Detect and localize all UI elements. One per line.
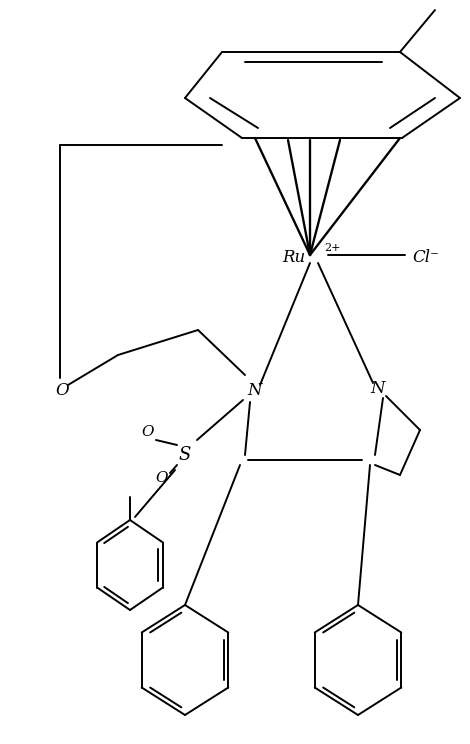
Text: O: O <box>142 425 154 439</box>
Text: Cl⁻: Cl⁻ <box>412 248 439 266</box>
Text: Ru: Ru <box>282 248 306 266</box>
Text: O: O <box>55 382 69 399</box>
Text: 2+: 2+ <box>324 243 340 253</box>
Text: O: O <box>156 471 168 485</box>
Text: N: N <box>371 379 385 397</box>
Text: S: S <box>179 446 191 464</box>
Text: N: N <box>248 382 262 399</box>
